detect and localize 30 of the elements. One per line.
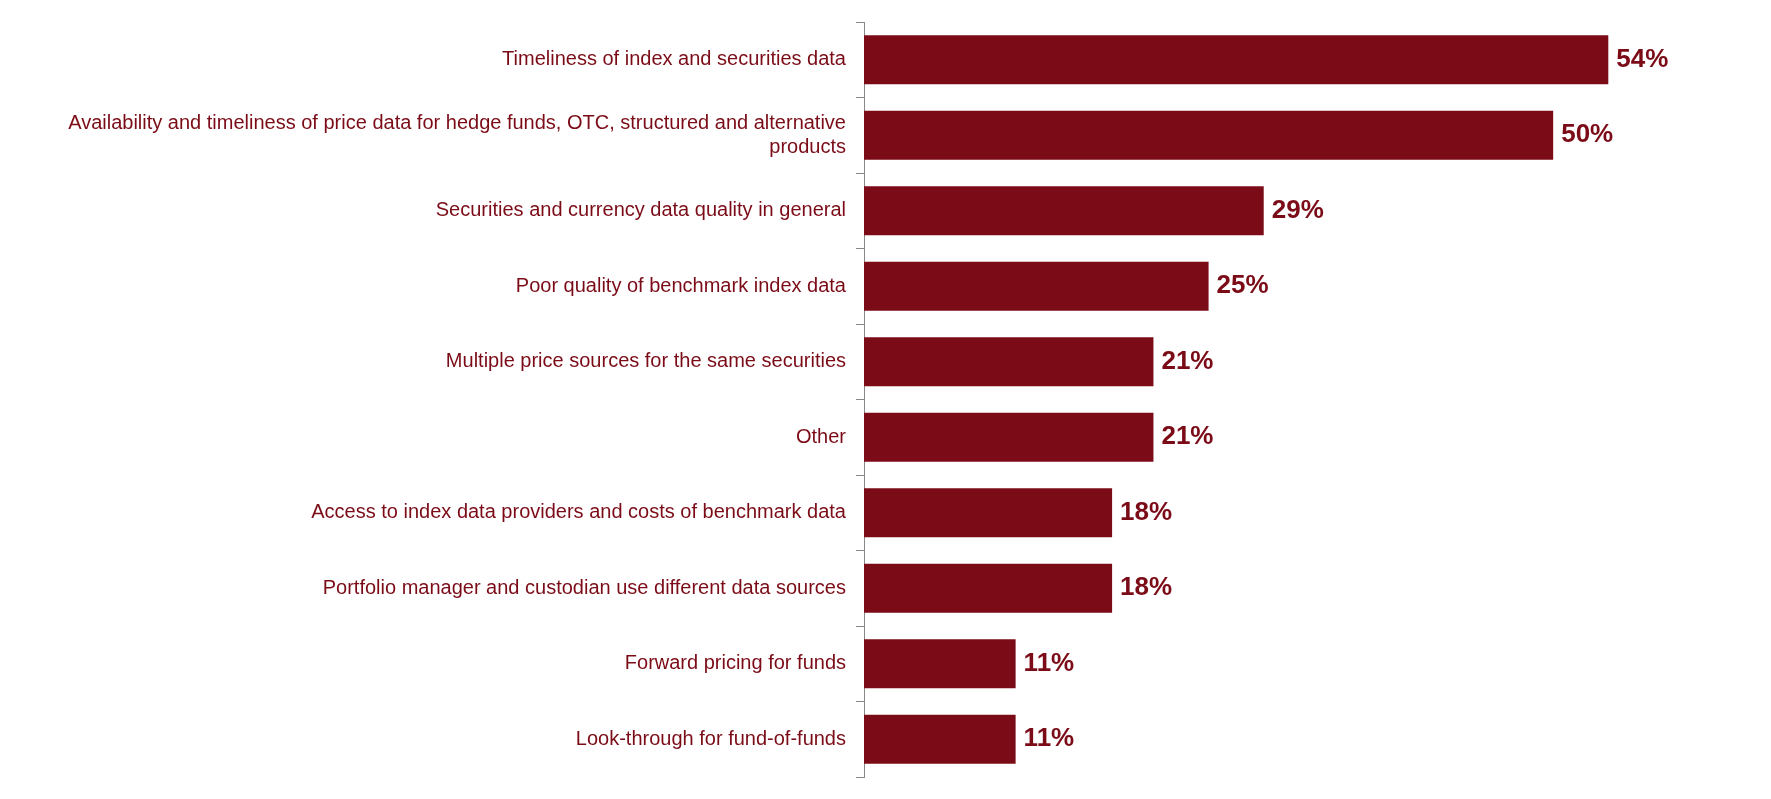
data-label: 11%: [1023, 646, 1075, 677]
data-label: 29%: [1271, 193, 1324, 224]
bar: [864, 337, 1154, 387]
data-label: 11%: [1023, 722, 1075, 753]
bar: [864, 639, 1016, 689]
y-tick-label: Access to index data providers and costs of benchmark data: [311, 500, 847, 523]
y-tick-label: Multiple price sources for the same securities: [445, 349, 846, 372]
bar: [864, 186, 1264, 236]
data-label: 21%: [1161, 420, 1214, 451]
data-label: 50%: [1561, 118, 1614, 149]
bar: [864, 110, 1554, 160]
bar: [864, 412, 1154, 462]
y-tick-label: Poor quality of benchmark index data: [515, 273, 847, 296]
data-label: 18%: [1120, 495, 1173, 526]
bar: [864, 261, 1209, 311]
bar: [864, 563, 1113, 613]
y-tick-label: Securities and currency data quality in general: [435, 198, 846, 221]
y-tick-label: Availability and timeliness of price data for hedge funds, OTC, structured and alternative products: [68, 110, 846, 157]
y-tick-label: Portfolio manager and custodian use different data sources: [322, 575, 846, 598]
y-tick-label: Timeliness of index and securities data: [502, 47, 847, 70]
bar: [864, 714, 1016, 764]
data-label: 18%: [1120, 571, 1173, 602]
data-label: 54%: [1616, 42, 1669, 73]
data-label: 21%: [1161, 344, 1214, 375]
y-tick-label: Forward pricing for funds: [624, 651, 846, 674]
data-label: 25%: [1216, 269, 1269, 300]
bar: [864, 35, 1609, 85]
y-tick-label: Look-through for fund-of-funds: [575, 726, 846, 749]
y-tick-label: Other: [795, 424, 847, 447]
bar: [864, 488, 1113, 538]
